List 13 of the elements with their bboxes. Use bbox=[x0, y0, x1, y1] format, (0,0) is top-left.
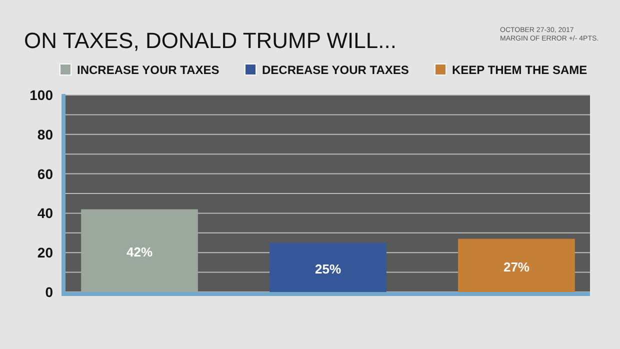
y-tick-label: 100 bbox=[30, 87, 54, 103]
chart-title: ON TAXES, DONALD TRUMP WILL... bbox=[24, 28, 396, 53]
y-tick-label: 80 bbox=[37, 126, 54, 142]
legend-label: INCREASE YOUR TAXES bbox=[77, 63, 220, 77]
data-label: 42% bbox=[126, 244, 153, 260]
y-tick-label: 40 bbox=[37, 205, 54, 222]
legend-label: KEEP THEM THE SAME bbox=[452, 63, 588, 77]
y-tick-label: 20 bbox=[37, 244, 54, 261]
data-label: 27% bbox=[503, 259, 530, 274]
y-tick-label: 60 bbox=[37, 166, 54, 182]
legend-label: DECREASE YOUR TAXES bbox=[262, 63, 409, 77]
data-label: 25% bbox=[314, 261, 342, 276]
y-tick-label: 0 bbox=[45, 284, 54, 300]
